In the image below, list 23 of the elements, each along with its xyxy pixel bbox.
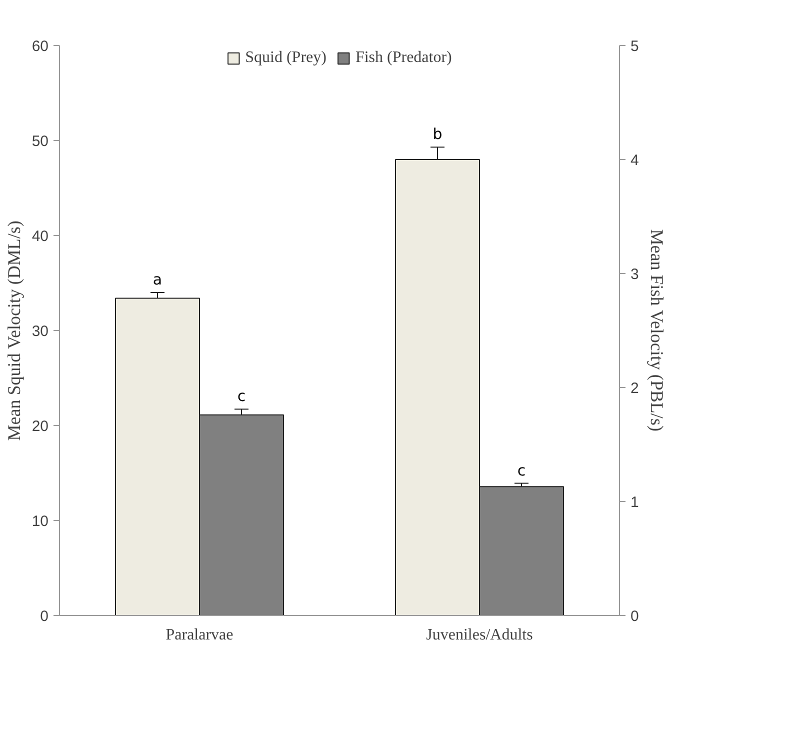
y-tick-label: 30 [32,323,49,340]
y-tick-label: 40 [32,228,49,245]
annotation: c [517,461,526,480]
y2-tick-label: 5 [630,38,639,55]
y-tick-label: 10 [32,513,49,530]
y2-tick-label: 3 [630,266,639,283]
legend-label: Squid (Prey) [245,49,326,67]
y-tick-label: 60 [32,38,49,55]
y-tick-label: 0 [40,608,48,625]
annotation: a [152,270,162,288]
y-tick-label: 20 [32,418,49,435]
x-tick-label: Paralarvae [166,626,234,644]
y2-tick-label: 1 [630,494,639,511]
y2-tick-label: 4 [630,152,639,169]
annotation: c [237,387,246,406]
annotation: b [432,125,442,144]
y2-tick-label: 2 [630,380,639,397]
x-tick-label: Juveniles/Adults [426,626,533,644]
y-tick-label: 50 [32,133,49,150]
y2-axis-title: Mean Fish Velocity (PBL/s) [646,229,667,432]
y-axis-title: Mean Squid Velocity (DML/s) [4,220,24,441]
legend-label: Fish (Predator) [355,49,452,67]
y2-tick-label: 0 [630,608,639,625]
